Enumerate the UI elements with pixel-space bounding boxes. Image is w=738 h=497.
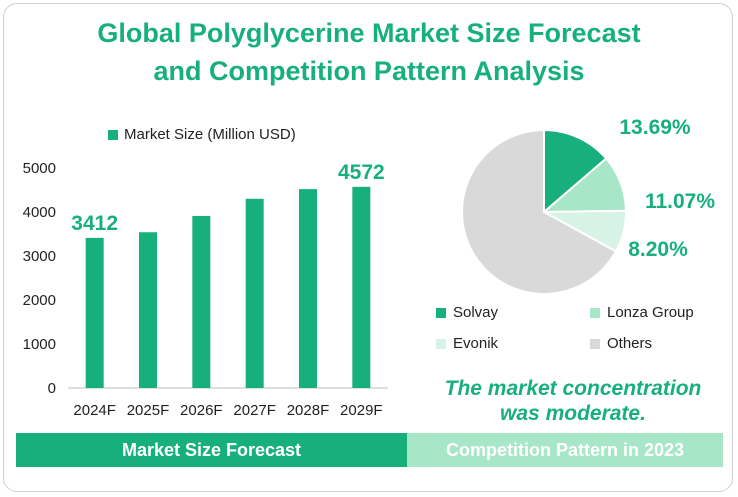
bar-2025F	[139, 232, 157, 388]
pie-percent-label: 8.20%	[628, 238, 688, 261]
legend-label-solvay: Solvay	[453, 304, 499, 321]
pie-legend-item-others: Others	[590, 335, 652, 352]
footer-market-size: Market Size Forecast	[16, 433, 407, 467]
y-tick-label: 5000	[23, 160, 56, 177]
bar-2029F	[352, 186, 371, 388]
y-tick-label: 4000	[23, 204, 56, 221]
pie-legend-item-solvay: Solvay	[436, 304, 498, 321]
bar-2026F	[192, 215, 211, 388]
pie-legend-item-evonik: Evonik	[436, 335, 498, 352]
bar-chart: 0 1000 2000 3000 4000 5000 2024F 3412 2025F 2026F…	[23, 160, 388, 419]
title-line-1: Global Polyglycerine Market Size Forecas…	[97, 18, 641, 48]
legend-swatch-evonik	[436, 338, 446, 349]
bar-2027F	[245, 198, 264, 388]
pie-chart: 13.69% 11.07% 8.20%	[461, 116, 715, 295]
footer-competition: Competition Pattern in 2023	[407, 433, 723, 467]
pie-slice-solvay	[543, 128, 608, 215]
legend-label-evonik: Evonik	[453, 335, 499, 352]
x-tick-label: 2028F	[287, 402, 330, 419]
y-tick-label: 0	[48, 380, 56, 397]
x-tick-label: 2025F	[127, 402, 170, 419]
bar-legend-swatch	[108, 129, 118, 140]
bar-2024F	[85, 237, 104, 388]
concentration-note: The market concentration was moderate.	[408, 376, 738, 426]
legend-swatch-lonza	[590, 307, 600, 318]
x-tick-label: 2026F	[180, 402, 223, 419]
legend-label-others: Others	[607, 335, 653, 352]
legend-label-lonza: Lonza Group	[607, 304, 694, 321]
y-tick-label: 2000	[23, 292, 56, 309]
bar-2028F	[299, 189, 317, 388]
bar-legend-label: Market Size (Million USD)	[124, 126, 296, 143]
note-line-1: The market concentration	[444, 377, 702, 400]
y-tick-label: 3000	[23, 248, 56, 265]
title-line-2: and Competition Pattern Analysis	[153, 56, 585, 86]
y-tick-label: 1000	[23, 336, 56, 353]
note-line-2: was moderate.	[500, 402, 646, 425]
x-tick-label: 2024F	[73, 402, 116, 419]
pie-slice-others	[461, 128, 618, 295]
x-tick-label: 2027F	[233, 402, 276, 419]
page-title: Global Polyglycerine Market Size Forecas…	[0, 14, 738, 90]
legend-swatch-solvay	[436, 307, 446, 318]
pie-legend-item-lonza: Lonza Group	[590, 304, 694, 321]
data-label-2024F: 3412	[71, 212, 118, 235]
bar-legend: Market Size (Million USD)	[108, 126, 296, 143]
pie-percent-label: 11.07%	[645, 190, 715, 213]
x-tick-label: 2029F	[340, 402, 383, 419]
chart-frame	[3, 3, 733, 492]
pie-percent-label: 13.69%	[619, 116, 691, 139]
data-label-2029F: 4572	[338, 161, 385, 184]
legend-swatch-others	[590, 338, 600, 349]
